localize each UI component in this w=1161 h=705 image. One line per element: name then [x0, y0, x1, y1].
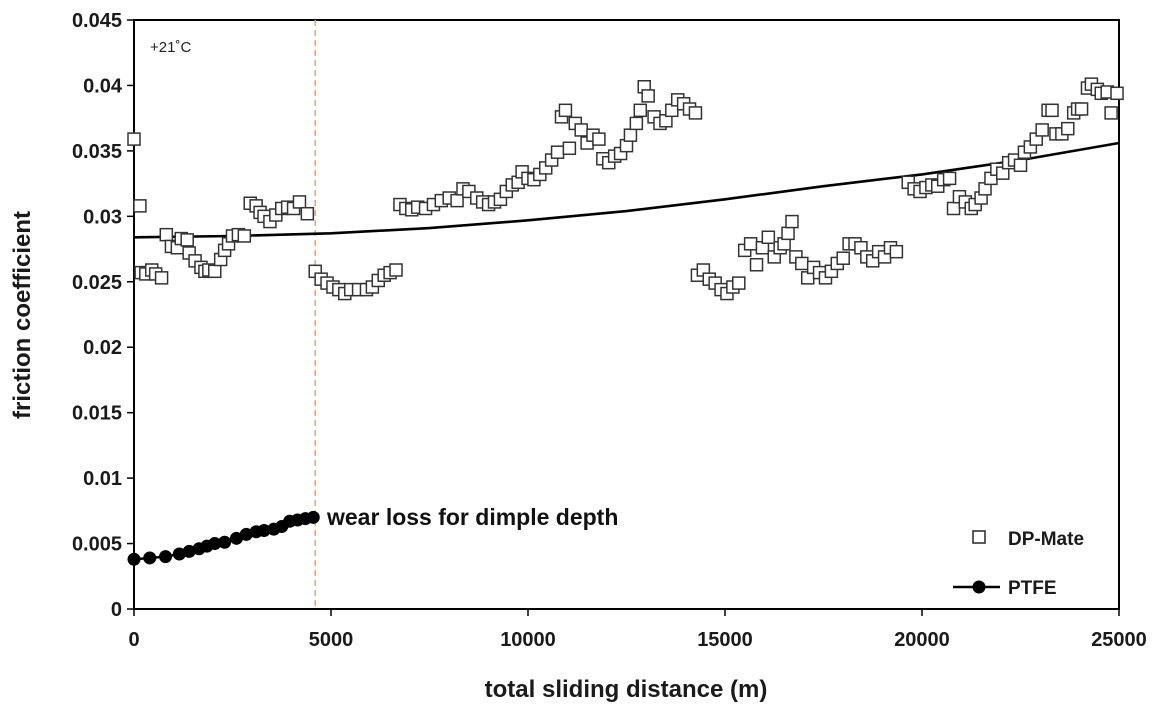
wear-loss-annotation: wear loss for dimple depth [326, 504, 618, 530]
dp-mate-point [942, 171, 957, 186]
dp-mate-point [574, 123, 588, 137]
plot-frame [133, 19, 1120, 610]
ptfe-point [306, 510, 320, 524]
dp-mate-point [208, 264, 222, 279]
ptfe-point [208, 537, 222, 551]
dp-mate-point [562, 141, 577, 156]
y-tick-label: 0.015 [72, 403, 122, 425]
legend: DP-Mate PTFE [953, 529, 1084, 599]
dp-mate-point [749, 258, 764, 272]
x-axis-ticks: 0 5000 10000 15000 20000 25000 [128, 609, 1147, 651]
dp-mate-point [127, 132, 141, 146]
y-tick-label: 0.025 [72, 272, 122, 294]
dp-mate-point [688, 106, 703, 120]
ptfe-point [143, 551, 157, 565]
dp-mate-point [1110, 86, 1124, 101]
ptfe-point [239, 527, 253, 541]
dp-mate-point [389, 263, 403, 277]
ptfe-point [257, 523, 271, 537]
y-tick-label: 0.045 [72, 10, 122, 32]
dp-mate-point [292, 195, 307, 209]
dp-mate-point [836, 251, 850, 265]
dp-mate-point [558, 103, 573, 118]
trend-line [133, 141, 1120, 239]
temperature-annotation: +21˚C [150, 39, 191, 56]
dp-mate-point [623, 128, 638, 142]
y-tick-label: 0.005 [72, 534, 122, 556]
x-tick-label: 15000 [697, 629, 753, 651]
legend-marker-ptfe [972, 580, 986, 594]
dp-mate-point [785, 214, 799, 229]
dp-mate-point [1074, 102, 1089, 116]
y-tick-label: 0.01 [83, 468, 122, 490]
dp-mate-point [1045, 103, 1059, 118]
legend-label-dp-mate: DP-Mate [1008, 529, 1084, 550]
dp-mate-point [550, 145, 565, 159]
x-tick-label: 25000 [1091, 629, 1147, 651]
y-tick-label: 0.03 [83, 206, 122, 228]
dp-mate-point [641, 89, 655, 103]
y-axis-title: friction coefficient [9, 211, 36, 419]
series-ptfe [127, 510, 320, 566]
x-tick-label: 5000 [309, 629, 354, 651]
y-tick-label: 0.035 [72, 141, 122, 163]
dp-mate-point [1013, 158, 1028, 173]
dp-mate-point [732, 276, 746, 290]
dp-mate-point [761, 230, 776, 245]
dp-mate-point [133, 199, 147, 213]
x-tick-label: 10000 [500, 629, 556, 651]
y-tick-label: 0.04 [83, 75, 123, 97]
ptfe-point [172, 547, 186, 561]
dp-mate-point [781, 226, 795, 241]
dp-mate-point [633, 103, 648, 118]
y-tick-label: 0.02 [83, 337, 122, 359]
dp-mate-point [1061, 121, 1075, 136]
legend-label-ptfe: PTFE [1008, 578, 1057, 599]
dp-mate-point [629, 116, 644, 131]
y-axis-ticks: 0 0.005 0.01 0.015 0.02 0.025 0.03 0.035 0.04 0.0… [72, 10, 134, 621]
dp-mate-point [946, 201, 961, 216]
dp-mate-point [889, 244, 904, 259]
dp-mate-point [154, 271, 169, 285]
ptfe-point [127, 552, 141, 566]
y-tick-label: 0 [111, 599, 122, 621]
dp-mate-point [743, 237, 758, 251]
ptfe-point [159, 550, 173, 564]
x-axis-title: total sliding distance (m) [485, 676, 768, 703]
dp-mate-point [159, 227, 174, 242]
dp-mate-point [450, 193, 464, 208]
dp-mate-point [1035, 123, 1049, 137]
legend-marker-dp-mate [972, 530, 986, 544]
series-dp-mate [127, 77, 1124, 301]
x-tick-label: 20000 [894, 629, 950, 651]
trend-curve [133, 141, 1120, 239]
dp-mate-point [300, 206, 315, 221]
dp-mate-point [237, 229, 252, 243]
dp-mate-point [180, 233, 194, 247]
ptfe-point [182, 544, 196, 558]
x-tick-label: 0 [128, 629, 139, 651]
plot-border [133, 19, 1120, 610]
ptfe-point [229, 531, 243, 545]
dp-mate-point [795, 256, 809, 271]
ptfe-point [218, 535, 232, 549]
dp-mate-point [592, 132, 606, 146]
dp-mate-point [1104, 106, 1118, 120]
